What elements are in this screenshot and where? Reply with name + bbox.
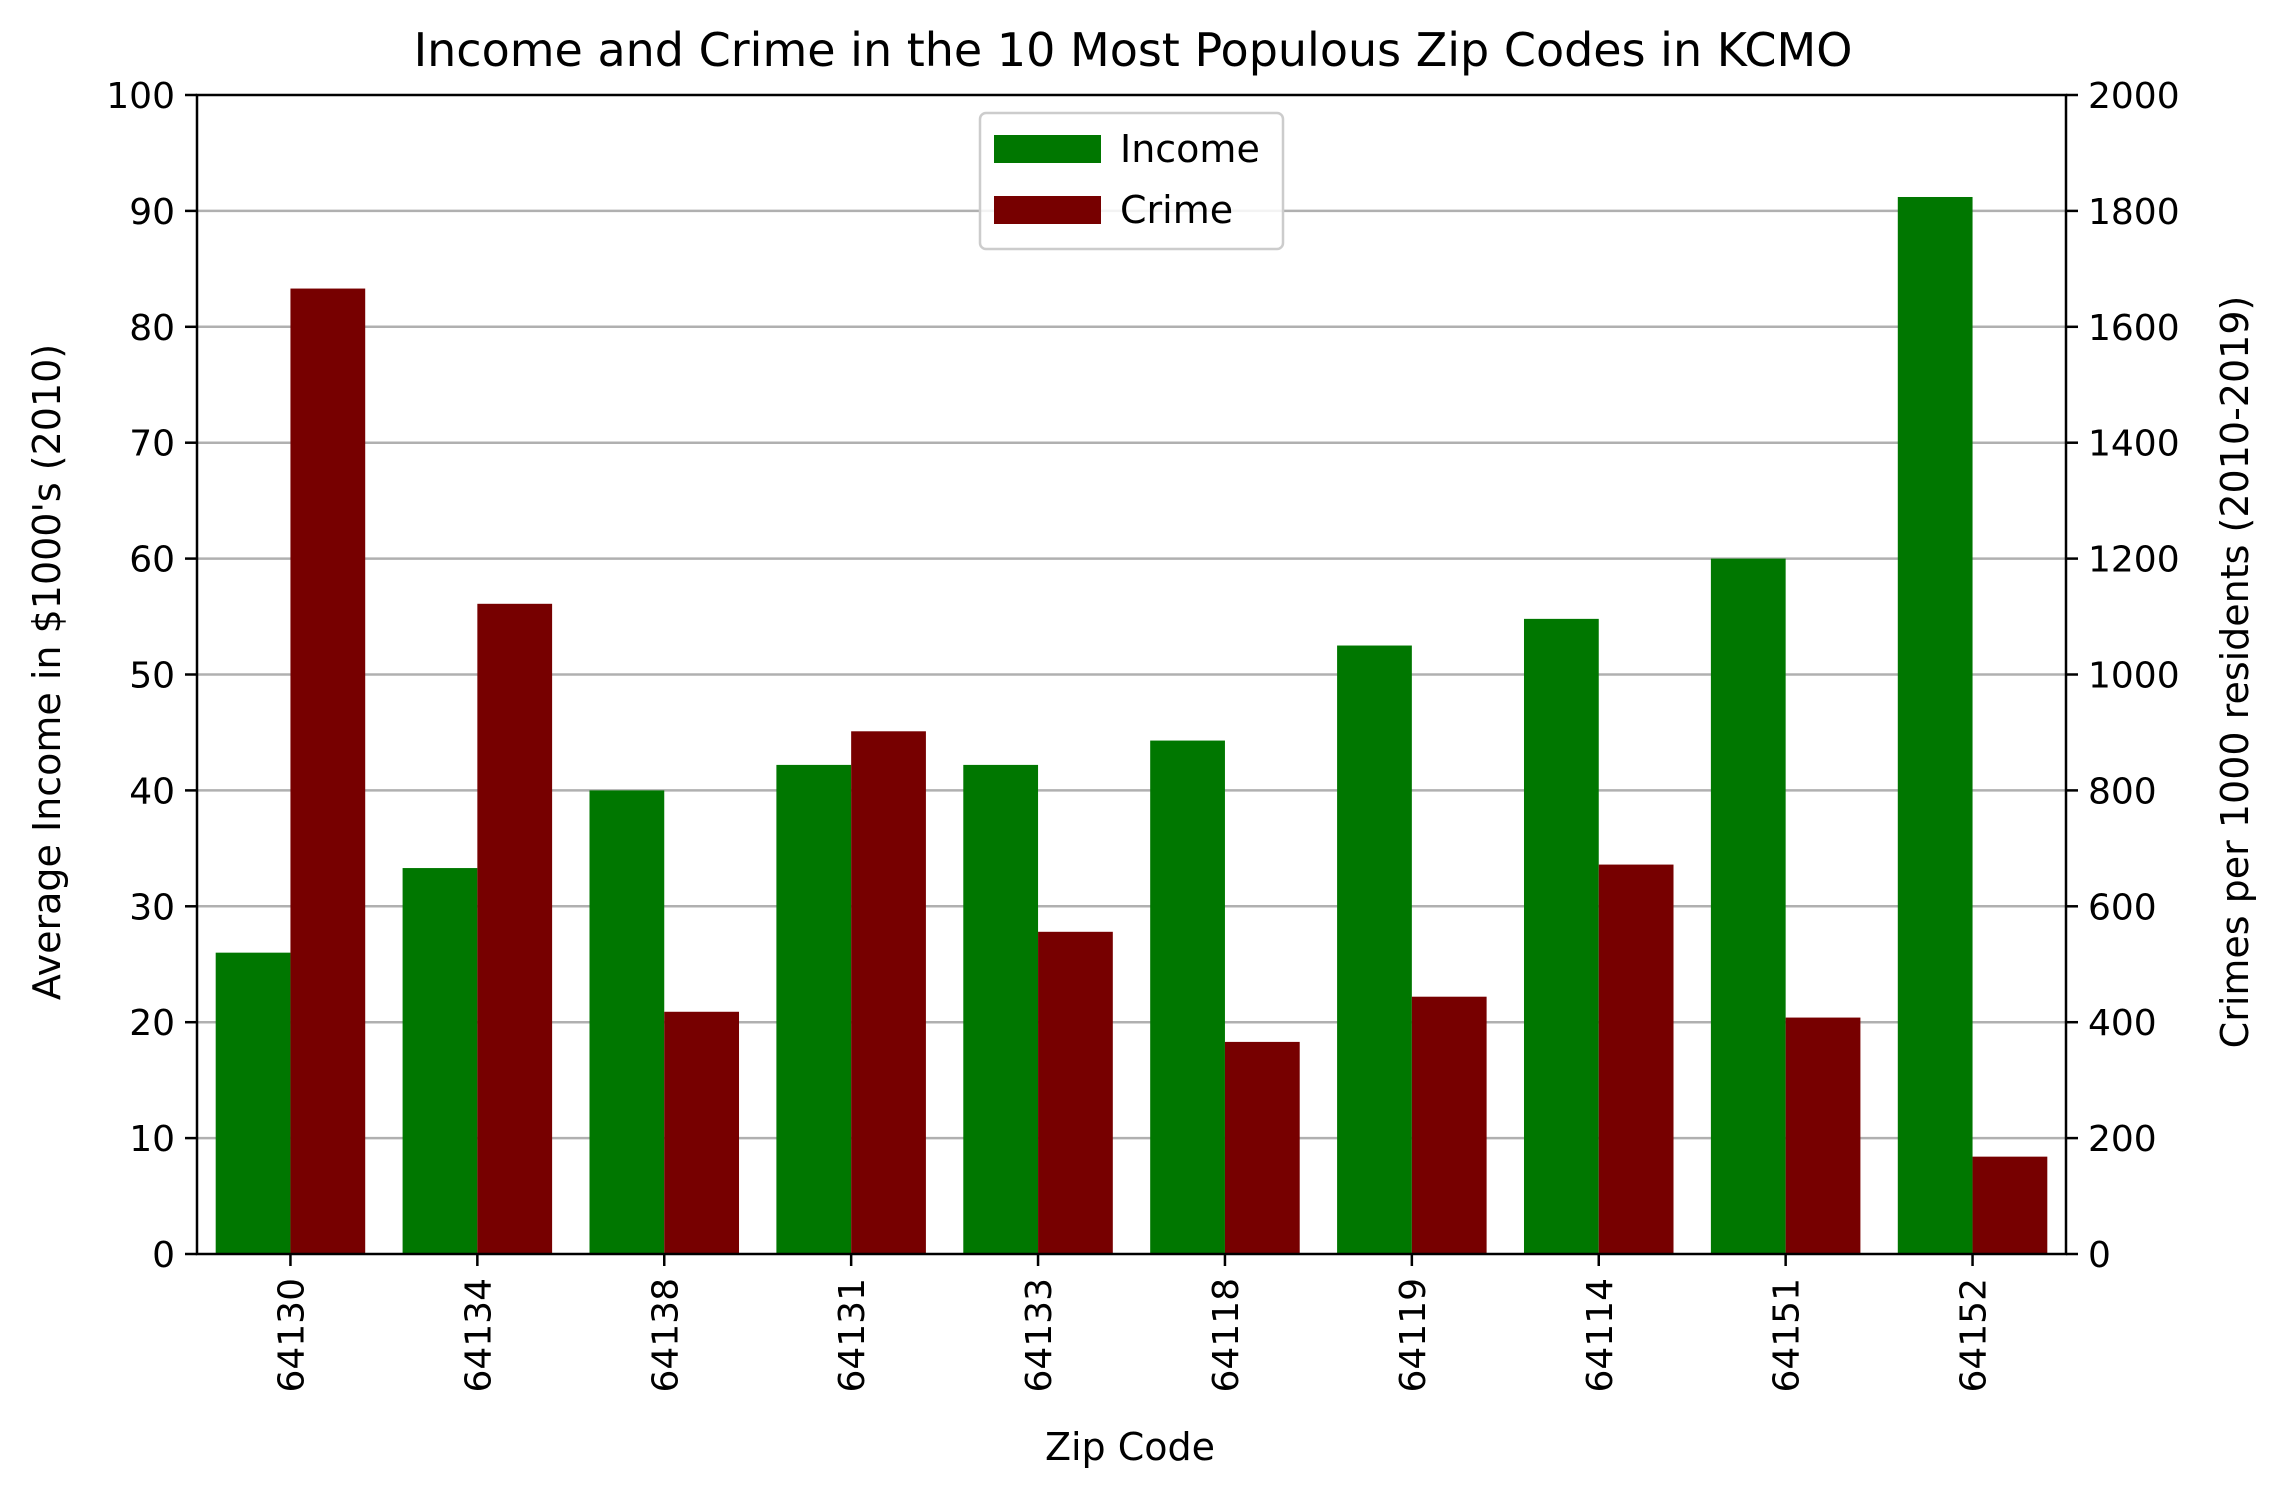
y-axis-label-right: Crimes per 1000 residents (2010-2019) bbox=[2213, 296, 2257, 1049]
chart-title: Income and Crime in the 10 Most Populous… bbox=[414, 23, 1853, 77]
y-tick-label-right: 2000 bbox=[2088, 76, 2180, 117]
bar-income-64152 bbox=[1897, 196, 1973, 1255]
y-tick-label-right: 1800 bbox=[2088, 192, 2180, 233]
bar-income-64119 bbox=[1337, 645, 1412, 1254]
bar-crime-64114 bbox=[1598, 864, 1674, 1254]
bar-income-64118 bbox=[1150, 740, 1225, 1254]
y-axis-label-left: Average Income in $1000's (2010) bbox=[25, 344, 69, 1000]
legend-swatch-income bbox=[994, 135, 1101, 163]
x-tick-label-64152: 64152 bbox=[1954, 1278, 1995, 1393]
y-tick-label-left: 90 bbox=[129, 192, 175, 233]
legend-swatch-crime bbox=[994, 196, 1101, 224]
bar-income-64114 bbox=[1523, 618, 1599, 1254]
y-tick-label-right: 1200 bbox=[2088, 540, 2180, 581]
bar-crime-64119 bbox=[1411, 996, 1487, 1254]
x-tick-label-64134: 64134 bbox=[458, 1278, 499, 1393]
y-tick-label-right: 0 bbox=[2088, 1235, 2111, 1276]
bar-income-64151 bbox=[1710, 558, 1786, 1254]
bar-income-64131 bbox=[776, 764, 852, 1254]
bar-income-64138 bbox=[589, 790, 665, 1254]
legend: Income Crime bbox=[978, 111, 1285, 251]
bar-income-64134 bbox=[402, 868, 478, 1254]
bar-crime-64133 bbox=[1038, 931, 1113, 1254]
y-tick-label-right: 400 bbox=[2088, 1003, 2157, 1044]
bar-crime-64118 bbox=[1224, 1041, 1300, 1254]
bar-income-64130 bbox=[215, 952, 291, 1254]
bar-crime-64131 bbox=[851, 731, 926, 1254]
x-tick-label-64130: 64130 bbox=[271, 1278, 312, 1393]
bar-crime-64152 bbox=[1972, 1156, 2048, 1254]
y-tick-label-left: 100 bbox=[106, 76, 175, 117]
y-tick-label-left: 10 bbox=[129, 1119, 175, 1160]
bar-crime-64138 bbox=[664, 1011, 740, 1254]
y-tick-label-left: 40 bbox=[129, 771, 175, 812]
y-tick-label-left: 50 bbox=[129, 656, 175, 697]
y-tick-label-right: 1600 bbox=[2088, 308, 2180, 349]
y-tick-label-left: 80 bbox=[129, 308, 175, 349]
y-tick-label-right: 600 bbox=[2088, 887, 2157, 928]
y-tick-label-right: 200 bbox=[2088, 1119, 2157, 1160]
y-tick-label-left: 30 bbox=[129, 887, 175, 928]
y-tick-label-right: 800 bbox=[2088, 771, 2157, 812]
x-tick-label-64131: 64131 bbox=[832, 1278, 873, 1393]
legend-label-crime: Crime bbox=[1120, 188, 1233, 232]
y-tick-label-left: 60 bbox=[129, 540, 175, 581]
y-tick-label-right: 1400 bbox=[2088, 424, 2180, 465]
y-tick-label-left: 70 bbox=[129, 424, 175, 465]
x-tick-label-64118: 64118 bbox=[1206, 1278, 1247, 1393]
x-tick-label-64151: 64151 bbox=[1767, 1278, 1808, 1393]
bar-crime-64151 bbox=[1785, 1017, 1861, 1254]
x-tick-label-64114: 64114 bbox=[1580, 1278, 1621, 1393]
y-tick-label-left: 0 bbox=[152, 1235, 175, 1276]
y-tick-label-left: 20 bbox=[129, 1003, 175, 1044]
legend-label-income: Income bbox=[1120, 127, 1260, 171]
y-tick-label-right: 1000 bbox=[2088, 656, 2180, 697]
bar-crime-64130 bbox=[290, 288, 366, 1255]
x-axis-label: Zip Code bbox=[1045, 1425, 1215, 1469]
x-tick-label-64138: 64138 bbox=[645, 1278, 686, 1393]
x-tick-label-64119: 64119 bbox=[1393, 1278, 1434, 1393]
bar-income-64133 bbox=[963, 764, 1039, 1254]
x-tick-label-64133: 64133 bbox=[1019, 1278, 1060, 1393]
bar-crime-64134 bbox=[477, 603, 553, 1254]
